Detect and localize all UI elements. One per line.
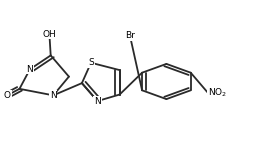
Text: OH: OH	[43, 30, 56, 39]
Text: Br: Br	[125, 31, 135, 40]
Text: O: O	[4, 91, 11, 100]
Text: N: N	[27, 65, 33, 74]
Text: S: S	[88, 58, 94, 67]
Text: N: N	[94, 96, 101, 106]
Text: N: N	[50, 91, 57, 100]
Text: NO$_2$: NO$_2$	[208, 87, 227, 99]
